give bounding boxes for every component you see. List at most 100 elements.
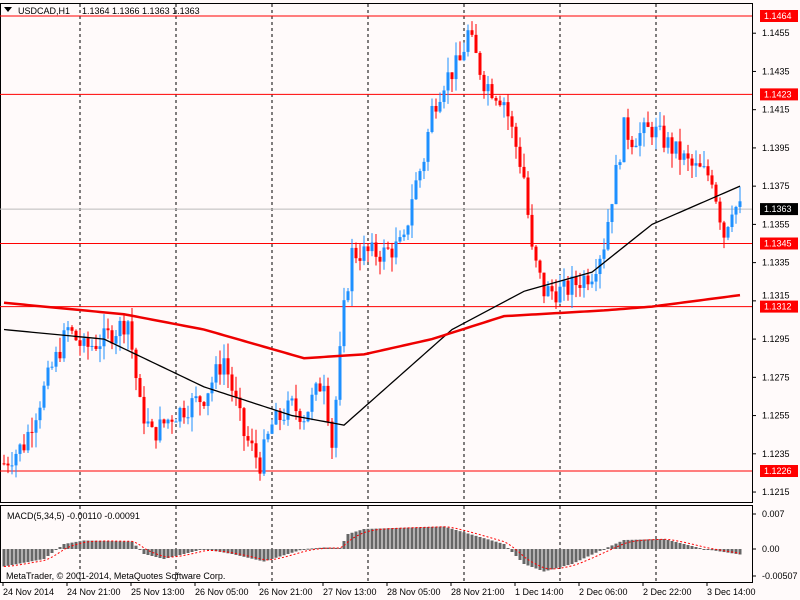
macd-histogram-bar (650, 539, 654, 549)
macd-histogram-bar (482, 538, 486, 549)
macd-histogram-bar (266, 549, 270, 561)
time-tick-label: 3 Dec 14:00 (707, 587, 756, 597)
candle-body (446, 72, 450, 91)
time-tick-label: 26 Nov 05:00 (195, 587, 249, 597)
moving-average-slow (3, 293, 741, 360)
macd-histogram-bar (386, 528, 390, 549)
candle-body (398, 237, 402, 242)
price-tick-label: 1.1415 (762, 105, 790, 115)
macd-histogram-bar (674, 542, 678, 549)
macd-tick-label: 0.00 (762, 544, 780, 554)
candle-body (38, 407, 42, 421)
candle-body (454, 55, 458, 80)
candle-body (50, 366, 54, 368)
macd-histogram-bar (682, 544, 686, 549)
macd-histogram-bar (454, 530, 458, 549)
candle-body (370, 242, 374, 252)
macd-histogram-bar (242, 549, 246, 557)
candle-body (302, 421, 306, 423)
macd-histogram-bar (158, 549, 162, 558)
level-price-label: 1.1345 (764, 239, 792, 249)
level-price-badge (760, 237, 798, 250)
candle-body (230, 374, 234, 391)
macd-histogram-bar (182, 549, 186, 554)
candle-body (70, 327, 74, 331)
macd-histogram-bar (78, 541, 82, 549)
macd-histogram-bar (306, 548, 310, 550)
macd-histogram-bar (290, 549, 294, 553)
candle-body (190, 398, 194, 418)
candle-body (22, 444, 26, 451)
level-price-label: 1.1423 (764, 89, 792, 99)
candle-body (222, 358, 226, 375)
macd-histogram-bar (54, 549, 58, 550)
candle-body (522, 166, 526, 178)
candle-body (310, 394, 314, 412)
macd-tick-label: 0.007 (762, 509, 785, 519)
candle-body (686, 153, 690, 159)
macd-histogram-bar (686, 545, 690, 549)
macd-histogram-bar (214, 549, 218, 552)
macd-histogram-bar (250, 549, 254, 559)
macd-histogram-bar (414, 527, 418, 549)
macd-histogram-bar (642, 539, 646, 549)
macd-histogram-bar (550, 549, 554, 570)
candle-body (406, 225, 410, 235)
candle-body (518, 146, 522, 167)
macd-histogram-bar (246, 549, 250, 558)
macd-histogram-bar (478, 537, 482, 549)
level-price-label: 1.1312 (764, 302, 792, 312)
candle-body (730, 214, 734, 228)
macd-histogram-bar (582, 549, 586, 559)
macd-histogram-bar (74, 541, 78, 549)
candle-body (482, 74, 486, 92)
macd-histogram-bar (446, 527, 450, 549)
macd-histogram-bar (378, 528, 382, 549)
candle-body (738, 201, 742, 207)
macd-histogram-bar (598, 549, 602, 551)
candle-body (354, 247, 358, 259)
candle-body (246, 436, 250, 441)
candle-body (390, 248, 394, 258)
macd-histogram-bar (638, 539, 642, 549)
candle-body (94, 345, 98, 349)
candle-body (74, 330, 78, 341)
macd-tick-label: -0.00507 (762, 571, 798, 581)
candle-body (346, 291, 350, 301)
level-price-badge (760, 300, 798, 313)
macd-histogram-bar (570, 549, 574, 564)
macd-histogram-bar (222, 549, 226, 553)
macd-histogram-bar (658, 539, 662, 549)
candle-body (366, 246, 370, 252)
candle-body (614, 164, 618, 205)
candle-body (330, 421, 334, 448)
macd-histogram-bar (534, 549, 538, 569)
candle-body (290, 398, 294, 401)
candle-body (294, 398, 298, 412)
macd-histogram-bar (558, 549, 562, 568)
macd-histogram-bar (466, 533, 470, 549)
candle-body (650, 126, 654, 138)
macd-histogram-bar (170, 549, 174, 557)
candle-body (410, 199, 414, 226)
macd-histogram-bar (86, 540, 90, 549)
macd-histogram-bar (322, 547, 326, 549)
candle-body (218, 364, 222, 375)
candle-body (342, 300, 346, 347)
macd-histogram-bar (130, 541, 134, 549)
candle-body (282, 419, 286, 421)
macd-histogram-bar (138, 549, 142, 550)
candle-body (426, 131, 430, 162)
candle-body (186, 417, 190, 419)
macd-histogram-bar (66, 543, 70, 549)
candle-body (438, 101, 442, 112)
macd-histogram-bar (406, 527, 410, 549)
macd-histogram-bar (274, 549, 278, 558)
candle-body (338, 346, 342, 400)
candle-body (594, 274, 598, 282)
macd-histogram-bar (114, 541, 118, 549)
candle-body (66, 327, 70, 331)
macd-histogram-bar (190, 549, 194, 552)
